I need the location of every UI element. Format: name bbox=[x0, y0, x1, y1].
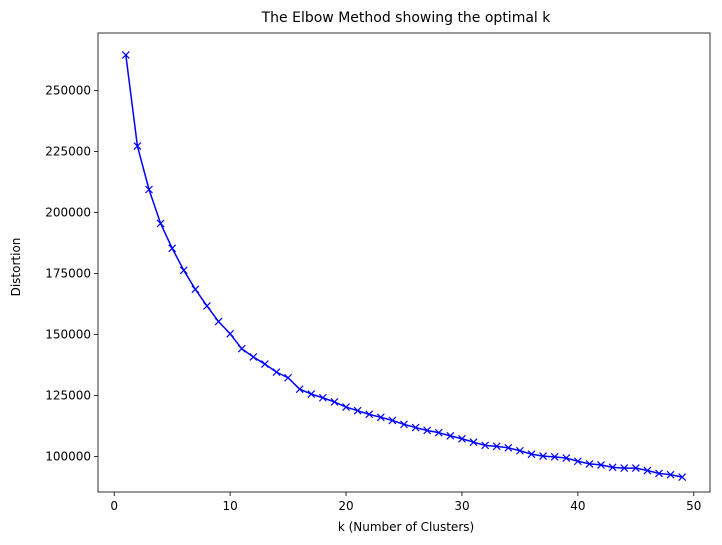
data-point-marker bbox=[191, 285, 200, 294]
data-point-marker bbox=[168, 244, 177, 253]
data-point-marker bbox=[133, 142, 142, 150]
y-tick-label: 225000 bbox=[45, 144, 91, 158]
data-point-marker bbox=[643, 466, 652, 475]
data-point-marker bbox=[388, 416, 397, 425]
data-point-marker bbox=[446, 431, 455, 440]
data-point-marker bbox=[585, 459, 594, 468]
data-point-marker bbox=[121, 51, 130, 59]
data-point-marker bbox=[353, 406, 362, 415]
x-tick-label: 40 bbox=[570, 499, 585, 513]
y-tick-label: 100000 bbox=[45, 450, 91, 464]
data-point-marker bbox=[527, 450, 536, 459]
data-point-marker bbox=[226, 329, 235, 338]
x-tick-label: 10 bbox=[222, 499, 237, 513]
data-point-marker bbox=[284, 373, 293, 382]
data-point-marker bbox=[249, 353, 258, 361]
data-point-marker bbox=[481, 441, 490, 450]
plot-area: 0 10 20 30 40 50 100000 125000 150000 175000 20000… bbox=[45, 32, 711, 513]
data-point-marker bbox=[330, 397, 339, 406]
data-point-marker bbox=[179, 266, 188, 275]
data-point-marker bbox=[272, 368, 281, 377]
data-point-marker bbox=[342, 403, 350, 411]
data-point-marker bbox=[145, 185, 153, 194]
x-tick-label: 50 bbox=[686, 499, 701, 513]
chart-title: The Elbow Method showing the optimal k bbox=[261, 10, 552, 26]
y-tick-label: 250000 bbox=[45, 83, 91, 97]
data-point-marker bbox=[400, 420, 408, 429]
data-point-marker bbox=[423, 426, 432, 435]
series-line bbox=[125, 54, 683, 478]
data-point-marker bbox=[469, 438, 478, 447]
data-point-marker bbox=[411, 423, 420, 432]
data-point-marker bbox=[295, 385, 304, 394]
y-tick-label: 150000 bbox=[45, 328, 91, 342]
data-point-marker bbox=[318, 393, 327, 402]
data-point-marker bbox=[504, 443, 513, 452]
data-point-marker bbox=[434, 428, 443, 437]
data-point-marker bbox=[260, 360, 269, 368]
x-tick-label: 0 bbox=[110, 499, 118, 513]
data-point-marker bbox=[214, 317, 223, 326]
data-point-marker bbox=[376, 413, 385, 422]
data-point-marker bbox=[492, 442, 501, 451]
data-point-marker bbox=[539, 452, 548, 461]
data-point-marker bbox=[655, 469, 663, 478]
data-point-marker bbox=[573, 457, 582, 466]
data-point-marker bbox=[678, 473, 687, 482]
data-point-marker bbox=[608, 463, 617, 472]
data-point-marker bbox=[597, 460, 605, 469]
y-tick-label: 200000 bbox=[45, 205, 91, 219]
plot-frame bbox=[97, 32, 711, 493]
x-axis-label: k (Number of Clusters) bbox=[338, 520, 474, 534]
data-point-marker bbox=[237, 344, 246, 353]
x-tick-label: 20 bbox=[338, 499, 353, 513]
x-tick-label: 30 bbox=[454, 499, 469, 513]
data-point-marker bbox=[458, 434, 466, 443]
y-tick-label: 125000 bbox=[45, 389, 91, 403]
y-tick-label: 175000 bbox=[45, 266, 91, 280]
data-point-marker bbox=[550, 452, 559, 461]
y-axis-label: Distortion bbox=[9, 238, 23, 297]
data-point-marker bbox=[562, 454, 571, 462]
data-point-marker bbox=[156, 219, 165, 228]
data-point-marker bbox=[515, 446, 524, 455]
data-point-marker bbox=[620, 464, 629, 472]
data-point-marker bbox=[307, 390, 316, 399]
data-point-marker bbox=[365, 410, 374, 419]
data-point-marker bbox=[631, 464, 640, 472]
data-point-marker bbox=[203, 302, 211, 310]
data-point-marker bbox=[666, 470, 675, 479]
